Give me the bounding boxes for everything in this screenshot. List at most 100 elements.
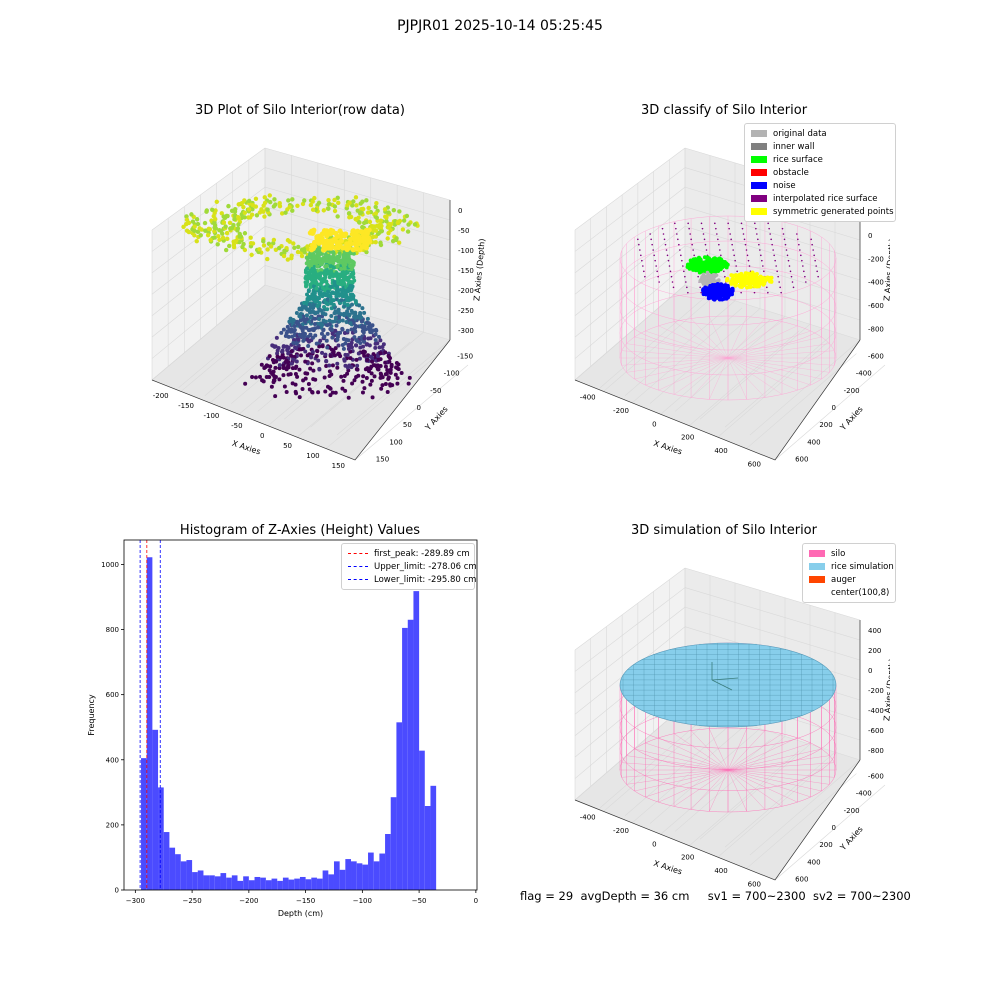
interpolated-point: [717, 238, 719, 241]
interpolated-point: [767, 291, 769, 294]
simulation-legend-entry: auger: [809, 573, 889, 586]
raw-point: [357, 211, 363, 216]
raw-point: [281, 355, 286, 360]
symmetric-point: [729, 281, 734, 286]
p1-grid-line: [180, 296, 295, 392]
interpolated-point: [814, 259, 816, 262]
raw-point: [341, 336, 346, 341]
p2-grid-line: [574, 147, 686, 231]
interpolated-point: [803, 270, 805, 273]
raw-point: [360, 199, 365, 204]
raw-point: [250, 207, 255, 212]
raw-point: [364, 342, 369, 347]
raw-point: [364, 230, 370, 236]
raw-point: [327, 363, 332, 368]
simulation-legend-swatch: [809, 576, 825, 583]
histogram-bar: [271, 878, 278, 890]
interpolated-point: [779, 286, 781, 289]
auger-axis: [711, 679, 733, 691]
raw-point: [389, 362, 394, 367]
p4-z-tick-label: -600: [868, 727, 884, 735]
raw-point: [318, 271, 323, 276]
raw-point: [378, 229, 384, 234]
p2-z-tick-label: -200: [868, 255, 884, 263]
raw-point: [308, 332, 313, 337]
interpolated-point: [741, 227, 744, 230]
raw-point: [343, 254, 348, 259]
raw-point: [284, 358, 289, 363]
raw-point: [323, 352, 328, 357]
interpolated-point: [733, 254, 735, 257]
interpolated-point: [766, 286, 768, 289]
raw-point: [250, 202, 256, 208]
interpolated-point: [735, 265, 737, 267]
raw-point: [294, 311, 299, 316]
raw-point: [291, 357, 296, 362]
interpolated-point: [641, 259, 643, 262]
raw-point: [341, 233, 348, 239]
histogram-bar: [419, 750, 425, 890]
raw-point: [345, 298, 350, 303]
raw-point: [242, 231, 248, 236]
histogram-legend-entry: Lower_limit: -295.80 cm: [348, 573, 476, 586]
raw-point: [227, 243, 232, 249]
classify-legend-entry: inner wall: [751, 140, 889, 153]
p2-silo-floor-spoke: [690, 357, 729, 398]
raw-point: [242, 210, 248, 215]
raw-point: [334, 274, 339, 279]
raw-point: [315, 303, 320, 308]
p4-z-tick-label: -800: [868, 747, 884, 755]
classify-legend-swatch: [751, 143, 767, 150]
interpolated-point: [754, 222, 756, 225]
interpolated-point: [755, 227, 757, 230]
interpolated-point: [657, 275, 659, 278]
interpolated-point: [672, 286, 675, 289]
interpolated-point: [802, 265, 804, 267]
p2-silo-floor-spoke: [621, 350, 729, 359]
raw-point: [360, 323, 365, 328]
raw-point: [353, 329, 358, 334]
raw-point: [292, 324, 297, 329]
raw-point: [217, 228, 222, 233]
classify-legend: original data inner wall rice surface obsta…: [744, 123, 896, 222]
raw-point: [391, 208, 397, 213]
raw-point: [310, 349, 315, 354]
interpolated-point: [675, 227, 677, 230]
p4-grid-line: [660, 739, 771, 835]
raw-point: [289, 361, 294, 366]
raw-point: [331, 265, 336, 270]
p2-grid-line: [699, 324, 811, 420]
raw-point: [315, 310, 320, 315]
raw-point: [334, 323, 339, 328]
raw-point: [314, 354, 319, 359]
raw-point: [346, 342, 351, 347]
raw-point: [342, 373, 347, 378]
raw-point: [350, 292, 355, 297]
raw-point: [305, 353, 310, 358]
raw-point: [338, 354, 343, 359]
raw-point: [331, 274, 336, 279]
raw-point: [348, 356, 353, 361]
interpolated-point: [670, 275, 673, 278]
p4-y-axis-label: Y Axies: [838, 825, 865, 853]
raw-point: [331, 250, 336, 255]
raw-point: [321, 328, 326, 333]
raw-point: [338, 238, 345, 244]
raw-point: [342, 313, 347, 318]
classify-legend-label: interpolated rice surface: [773, 193, 878, 204]
raw-point: [337, 243, 343, 249]
interpolated-point: [771, 243, 773, 246]
raw-point: [314, 341, 319, 346]
interpolated-point: [697, 275, 699, 278]
p4-silo-floor-spoke: [621, 769, 729, 778]
raw-point: [300, 322, 305, 327]
interpolated-point: [757, 238, 759, 241]
raw-point: [350, 381, 355, 386]
raw-point: [373, 240, 378, 245]
p1-axis-line: [151, 339, 451, 461]
p2-z-tick-label: -800: [868, 325, 884, 333]
raw-point: [317, 282, 322, 287]
raw-point: [354, 234, 360, 240]
histogram-bar: [385, 834, 391, 890]
raw-point: [329, 372, 334, 377]
